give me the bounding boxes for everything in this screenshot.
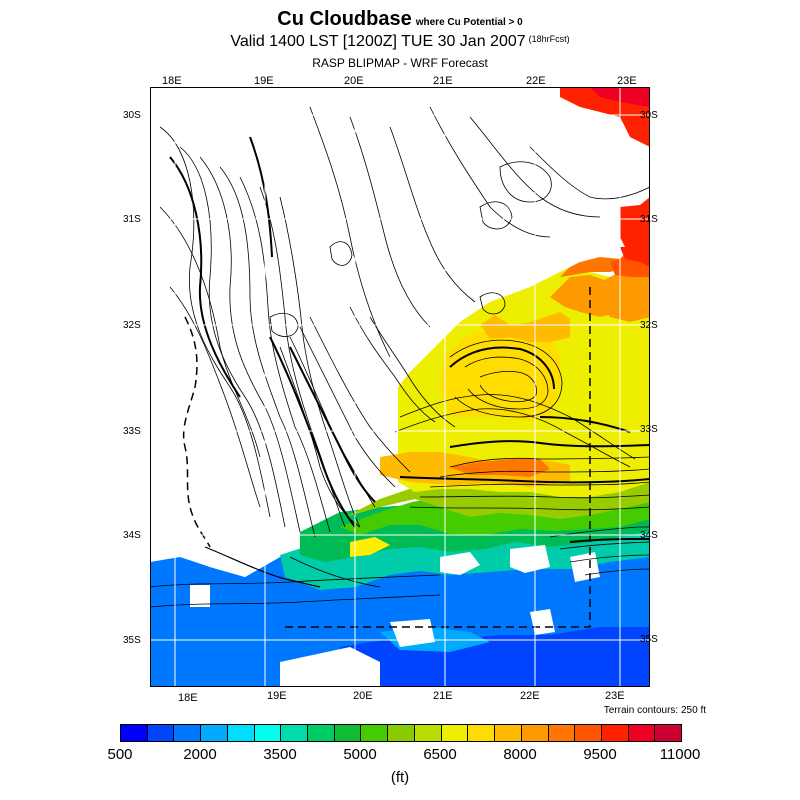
- colorbar-swatch: [254, 725, 282, 741]
- lon-bottom-label: 23E: [605, 690, 625, 702]
- lat-right-label: 32S: [640, 320, 658, 331]
- colorbar-swatch: [147, 725, 175, 741]
- lon-top-label: 23E: [617, 75, 637, 87]
- colorbar-swatch: [441, 725, 469, 741]
- lon-bottom-label: 21E: [433, 690, 453, 702]
- colorbar-label: 3500: [263, 746, 297, 763]
- colorbar-label: 500: [107, 746, 133, 763]
- colorbar-label: 8000: [503, 746, 537, 763]
- lon-bottom-label: 18E: [178, 692, 198, 704]
- colorbar-swatch: [414, 725, 442, 741]
- lat-right-label: 34S: [640, 530, 658, 541]
- title-condition: where Cu Potential > 0: [415, 17, 523, 28]
- terrain-contours: [150, 106, 650, 608]
- colorbar-swatch: [334, 725, 362, 741]
- lat-left-label: 31S: [123, 214, 141, 225]
- map-frame: [150, 87, 650, 687]
- colorbar-swatch: [174, 725, 202, 741]
- lon-top-label: 22E: [526, 75, 546, 87]
- lat-left-label: 33S: [123, 426, 141, 437]
- colorbar-swatch: [388, 725, 415, 741]
- lat-left-label: 35S: [123, 635, 141, 646]
- valid-time: Valid 1400 LST [1200Z] TUE 30 Jan 2007 (1…: [0, 33, 800, 51]
- lat-left-label: 30S: [123, 110, 141, 121]
- colorbar-swatch: [601, 725, 629, 741]
- colorbar-swatch: [201, 725, 228, 741]
- map-title: Cu Cloudbase where Cu Potential > 0: [0, 8, 800, 31]
- colorbar-label: 11000: [659, 746, 701, 763]
- lon-top-label: 19E: [254, 75, 274, 87]
- lon-bottom-label: 22E: [520, 690, 540, 702]
- cloudbase-map: [150, 87, 650, 687]
- forecast-tag: (18hrFcst): [528, 34, 570, 44]
- lat-left-label: 32S: [123, 320, 141, 331]
- colorbar-label: 2000: [183, 746, 217, 763]
- lat-right-label: 35S: [640, 634, 658, 645]
- lat-left-label: 34S: [123, 530, 141, 541]
- colorbar-label: 9500: [583, 746, 617, 763]
- lat-lon-grid: [150, 87, 650, 687]
- lon-bottom-label: 19E: [267, 690, 287, 702]
- lat-right-label: 31S: [640, 214, 658, 225]
- colorbar-swatch: [281, 725, 309, 741]
- title-main: Cu Cloudbase: [277, 8, 412, 30]
- colorbar-swatch: [495, 725, 522, 741]
- colorbar-swatch: [308, 725, 335, 741]
- colorbar-swatch: [227, 725, 255, 741]
- colorbar-swatch: [655, 725, 682, 741]
- coastline: [204, 546, 321, 588]
- colorbar-swatch: [361, 725, 389, 741]
- major-terrain-contours: [169, 136, 650, 543]
- colorbar-swatch: [121, 725, 148, 741]
- lon-top-label: 20E: [344, 75, 364, 87]
- lon-top-label: 21E: [433, 75, 453, 87]
- colorbar-swatch: [575, 725, 602, 741]
- colorbar-label: 6500: [423, 746, 457, 763]
- model-line: RASP BLIPMAP - WRF Forecast: [312, 56, 488, 70]
- lon-top-label: 18E: [162, 75, 182, 87]
- valid-time-text: Valid 1400 LST [1200Z] TUE 30 Jan 2007: [230, 33, 526, 50]
- colorbar-labels: 500 2000 3500 5000 6500 8000 9500 11000: [0, 746, 800, 766]
- colorbar: [120, 724, 682, 742]
- colorbar-label: 5000: [343, 746, 377, 763]
- terrain-contour-note: Terrain contours: 250 ft: [603, 705, 706, 716]
- colorbar-units: (ft): [390, 769, 410, 786]
- colorbar-swatch: [548, 725, 576, 741]
- colorbar-swatch: [468, 725, 496, 741]
- colorbar-swatch: [521, 725, 549, 741]
- colorbar-swatch: [628, 725, 656, 741]
- lat-right-label: 33S: [640, 424, 658, 435]
- lon-bottom-label: 20E: [353, 690, 373, 702]
- region-boundaries: [183, 287, 591, 628]
- lat-right-label: 30S: [640, 110, 658, 121]
